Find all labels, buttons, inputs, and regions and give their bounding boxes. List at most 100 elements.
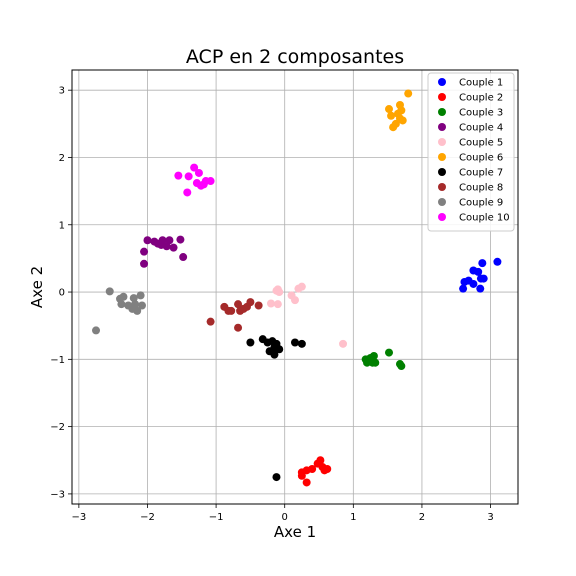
data-point: [179, 253, 188, 262]
x-tick-label: −2: [140, 512, 155, 523]
data-point: [308, 465, 317, 474]
data-point: [143, 236, 152, 245]
series-5: [266, 282, 348, 348]
data-point: [385, 105, 394, 114]
y-tick-label: −2: [50, 422, 65, 433]
y-tick-label: 1: [59, 220, 65, 231]
legend-marker: [438, 123, 446, 131]
data-point: [234, 323, 243, 332]
data-point: [270, 350, 279, 359]
data-point: [140, 247, 149, 256]
data-point: [131, 300, 140, 309]
data-point: [194, 168, 203, 177]
data-point: [387, 111, 396, 120]
data-point: [133, 306, 142, 315]
y-axis-label: Axe 2: [28, 266, 46, 308]
data-point: [184, 172, 193, 181]
data-point: [169, 243, 178, 252]
data-point: [92, 326, 101, 335]
plot-frame: [71, 69, 519, 505]
data-point: [165, 236, 174, 245]
data-point: [339, 339, 348, 348]
legend-marker: [438, 108, 446, 116]
data-point: [272, 473, 281, 482]
data-point: [369, 351, 378, 360]
x-tick-label: 2: [419, 512, 425, 523]
series-10: [174, 163, 215, 197]
data-point: [254, 301, 263, 310]
legend-box: [427, 72, 515, 232]
series-6: [385, 89, 413, 132]
legend-label: Couple 4: [459, 123, 503, 134]
legend-marker: [438, 183, 446, 191]
data-point: [162, 242, 171, 251]
series-7: [246, 335, 306, 482]
legend-label: Couple 8: [459, 183, 503, 194]
x-tick-label: −1: [209, 512, 224, 523]
data-point: [136, 291, 145, 300]
data-point: [397, 362, 406, 371]
data-points: [92, 89, 502, 487]
legend-label: Couple 9: [459, 198, 503, 209]
y-tick-label: 3: [59, 86, 65, 97]
data-point: [297, 471, 306, 480]
legend-label: Couple 3: [459, 108, 503, 119]
data-point: [478, 259, 487, 268]
legend-label: Couple 7: [459, 168, 503, 179]
data-point: [297, 339, 306, 348]
data-point: [140, 259, 149, 268]
legend-marker: [438, 78, 446, 86]
y-tick-label: 2: [59, 153, 65, 164]
data-point: [176, 235, 185, 244]
data-point: [206, 317, 215, 326]
legend-label: Couple 6: [459, 153, 503, 164]
data-point: [291, 296, 299, 305]
data-point: [398, 116, 407, 125]
data-point: [479, 274, 488, 283]
data-point: [119, 292, 128, 301]
y-tick-label: −3: [50, 489, 65, 500]
chart-title: ACP en 2 composantes: [186, 46, 404, 68]
data-point: [105, 287, 114, 296]
data-point: [137, 301, 146, 310]
legend-marker: [438, 138, 446, 146]
legend-marker: [438, 198, 446, 206]
data-point: [158, 236, 167, 245]
data-point: [117, 300, 126, 309]
legend-label: Couple 1: [459, 78, 503, 89]
data-point: [459, 284, 468, 293]
data-point: [246, 338, 255, 347]
legend-marker: [438, 213, 446, 221]
data-point: [397, 106, 406, 115]
y-tick-label: 0: [59, 288, 65, 299]
series-4: [140, 235, 188, 268]
data-point: [246, 298, 255, 307]
data-point: [493, 257, 502, 266]
grid: [72, 70, 518, 504]
data-point: [275, 288, 284, 297]
data-point: [227, 306, 236, 315]
axis-ticks: −3 −2 −1 0 1 2 3 −3 −2 −1 0 1 2 3: [50, 86, 493, 523]
x-axis-label: Axe 1: [274, 523, 316, 541]
series-8: [206, 298, 263, 332]
data-point: [266, 299, 275, 308]
data-point: [371, 358, 380, 367]
x-tick-label: −3: [71, 512, 86, 523]
series-2: [297, 456, 332, 487]
data-point: [273, 300, 282, 309]
data-point: [476, 284, 485, 293]
x-tick-label: 1: [350, 512, 356, 523]
data-point: [385, 348, 394, 357]
legend-label: Couple 10: [459, 213, 510, 224]
data-point: [474, 267, 483, 276]
data-point: [129, 294, 138, 303]
data-point: [190, 163, 199, 172]
data-point: [183, 188, 192, 197]
data-point: [469, 279, 478, 288]
data-point: [316, 456, 325, 465]
data-point: [174, 171, 183, 180]
series-9: [92, 287, 146, 335]
data-point: [234, 300, 243, 309]
data-point: [404, 89, 413, 98]
